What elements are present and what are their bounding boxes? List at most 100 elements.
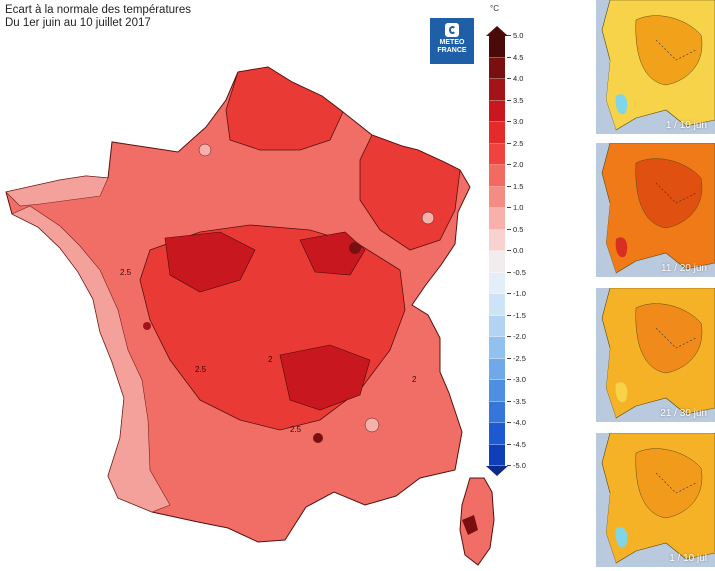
thumbnail-1-10-jul[interactable]: 1 / 10 jul — [596, 433, 715, 567]
contour-label: 2 — [268, 355, 273, 364]
legend-color-bar — [486, 26, 508, 476]
legend-tick-label: -1.5 — [507, 310, 526, 320]
legend-tick-label: 4.0 — [506, 74, 524, 83]
thumbnail-border-line — [655, 327, 697, 349]
contour-label: 2.5 — [120, 268, 132, 277]
legend-tick-label: 3.0 — [506, 117, 524, 126]
legend-swatch — [489, 358, 505, 380]
legend-tick-label: -3.5 — [507, 396, 526, 406]
legend-swatch — [489, 100, 505, 122]
map-subtitle: Du 1er juin au 10 juillet 2017 — [5, 17, 151, 29]
meteo-france-logo: METEO FRANCE — [430, 18, 474, 64]
legend-unit: °C — [490, 4, 499, 13]
hot-core-centre — [164, 231, 256, 293]
legend-tick-label: -4.0 — [507, 418, 526, 427]
legend-swatch — [489, 57, 505, 79]
legend-swatch — [489, 251, 505, 273]
legend-swatch — [489, 165, 505, 187]
hot-core-massif — [279, 344, 371, 411]
legend-swatch — [489, 315, 505, 337]
hot-spot-2 — [313, 433, 323, 443]
legend-tick-label: 0.5 — [506, 224, 524, 234]
legend-swatch — [489, 36, 505, 58]
legend-swatch — [489, 423, 505, 445]
thumbnail-sea — [596, 60, 616, 134]
thumbnail-11-20-jun[interactable]: 11 / 20 jun — [596, 143, 715, 277]
thumbnail-map — [596, 0, 715, 134]
map-title: Ecart à la normale des températures — [5, 4, 192, 16]
thumbnail-accent-zone — [615, 527, 628, 548]
brittany-cool-patch — [5, 175, 109, 207]
logo-text-line2: FRANCE — [437, 47, 467, 54]
thumbnail-sea — [596, 493, 616, 567]
legend-tick-label: 1.0 — [506, 203, 524, 212]
thumbnail-caption: 1 / 10 jul — [669, 553, 707, 564]
legend-tick-label: 2.0 — [506, 160, 524, 169]
contour-label: 2.5 — [290, 425, 302, 434]
corsica-hot-spot — [462, 515, 478, 535]
legend-tick-label: 2.5 — [506, 138, 524, 148]
legend-tick-label: 3.5 — [506, 95, 524, 105]
thumbnail-warm-zone — [635, 448, 703, 519]
legend-swatch — [489, 444, 505, 466]
legend-tick-label: 1.5 — [506, 181, 524, 191]
legend-min-arrow — [486, 466, 508, 476]
thumbnail-caption: 1 / 10 jun — [665, 120, 707, 131]
map-title-block: Ecart à la normale des températures Du 1… — [5, 4, 191, 30]
thumbnail-warm-zone — [635, 303, 703, 374]
legend-swatch — [489, 229, 505, 251]
legend-tick-label: -0.5 — [507, 267, 526, 277]
west-coast-cooler-zone — [11, 205, 171, 513]
legend-tick-label: -4.5 — [507, 439, 526, 449]
cool-spot-2 — [364, 417, 380, 433]
thumbnail-sea — [596, 203, 616, 277]
legend-swatch — [489, 186, 505, 208]
thumbnail-accent-zone — [615, 382, 628, 403]
thumbnail-caption: 11 / 20 jun — [661, 263, 707, 274]
thumbnail-1-10-jun[interactable]: 1 / 10 jun — [596, 0, 715, 134]
thumbnail-accent-zone — [615, 237, 628, 258]
thumbnail-sea — [596, 348, 616, 422]
contour-label: 2.5 — [195, 365, 207, 374]
north-warm-zone — [225, 66, 344, 151]
legend-tick-label: -1.0 — [507, 289, 526, 298]
hot-spot-3 — [143, 322, 151, 330]
thumbnail-border-line — [655, 182, 697, 204]
thumbnail-map — [596, 433, 715, 567]
thumbnail-border-line — [655, 39, 697, 61]
logo-text-line1: METEO — [439, 39, 465, 46]
legend-tick-label: 4.5 — [506, 52, 524, 62]
legend-swatch — [489, 272, 505, 294]
legend-swatch — [489, 294, 505, 316]
legend-tick-label: -2.5 — [507, 353, 526, 363]
legend-swatch — [489, 79, 505, 101]
east-warm-zone — [359, 134, 461, 251]
legend-tick-label: -3.0 — [507, 375, 526, 384]
legend-max-arrow — [486, 26, 508, 36]
thumbnail-warm-zone — [635, 158, 703, 229]
legend-tick-label: -2.0 — [507, 332, 526, 341]
meteo-france-logo-mark — [445, 23, 459, 37]
cool-spot-1 — [198, 143, 212, 157]
thumbnail-caption: 21 / 30 jun — [660, 408, 707, 419]
legend-tick-label: 5.0 — [506, 31, 524, 40]
legend-swatch — [489, 380, 505, 402]
legend-tick-label: -5.0 — [507, 461, 526, 470]
legend-swatch — [489, 337, 505, 359]
thumbnail-warm-zone — [635, 15, 703, 86]
legend-swatch — [489, 401, 505, 423]
thumbnail-21-30-jun[interactable]: 21 / 30 jun — [596, 288, 715, 422]
contour-label: 2 — [412, 375, 417, 384]
legend-swatch — [489, 143, 505, 165]
temperature-anomaly-legend: °C 5.0 4.5 4.0 3.5 3.0 2.5 2.0 1.5 1.0 0.5 0.0 -0.5… — [486, 4, 546, 476]
thumbnail-map — [596, 143, 715, 277]
thumbnail-accent-zone — [615, 94, 628, 115]
legend-swatch — [489, 122, 505, 144]
cool-spot-3 — [421, 211, 435, 225]
corsica — [459, 477, 495, 566]
hot-spot-1 — [349, 242, 361, 254]
thumbnail-map — [596, 288, 715, 422]
legend-swatch — [489, 208, 505, 230]
thumbnail-border-line — [655, 472, 697, 494]
